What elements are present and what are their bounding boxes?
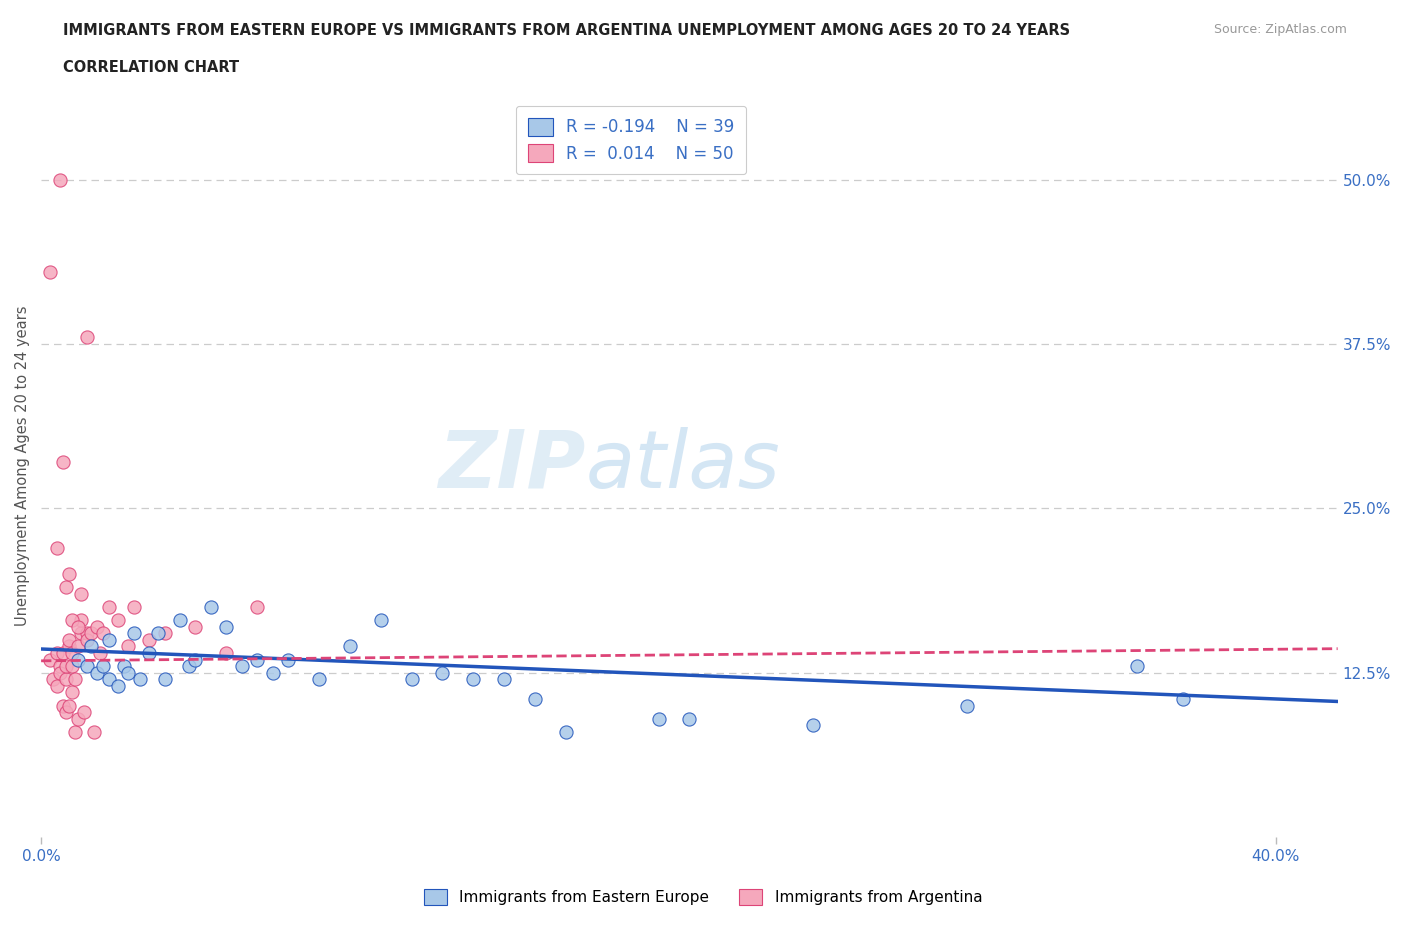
Point [58, 698, 80, 713]
Point [215, 619, 238, 634]
Point [52, 455, 75, 470]
Point [45, 645, 67, 660]
Point [91, 658, 114, 673]
Point [76, 632, 98, 647]
Text: IMMIGRANTS FROM EASTERN EUROPE VS IMMIGRANTS FROM ARGENTINA UNEMPLOYMENT AMONG A: IMMIGRANTS FROM EASTERN EUROPE VS IMMIGR… [63, 23, 1070, 38]
Point [91, 626, 114, 641]
Point [98, 671, 121, 686]
Point [647, 711, 669, 726]
Legend: Immigrants from Eastern Europe, Immigrants from Argentina: Immigrants from Eastern Europe, Immigran… [418, 883, 988, 911]
Point [70, 613, 93, 628]
Point [39, 264, 62, 279]
Point [98, 632, 121, 647]
Point [86, 619, 108, 634]
Point [339, 639, 361, 654]
Point [63, 724, 86, 739]
Point [67, 639, 90, 654]
Point [432, 665, 454, 680]
Point [153, 626, 176, 641]
Point [184, 619, 207, 634]
Point [76, 626, 98, 641]
Point [60, 613, 83, 628]
Point [128, 671, 150, 686]
Point [63, 671, 86, 686]
Point [79, 639, 101, 654]
Point [138, 645, 160, 660]
Point [370, 613, 392, 628]
Point [76, 658, 98, 673]
Point [70, 626, 93, 641]
Point [1173, 692, 1195, 707]
Y-axis label: Unemployment Among Ages 20 to 24 years: Unemployment Among Ages 20 to 24 years [15, 305, 30, 626]
Text: CORRELATION CHART: CORRELATION CHART [63, 60, 239, 75]
Point [67, 619, 90, 634]
Point [138, 632, 160, 647]
Point [246, 652, 269, 667]
Point [107, 678, 129, 693]
Point [308, 671, 330, 686]
Point [179, 658, 201, 673]
Point [55, 671, 77, 686]
Point [117, 665, 139, 680]
Point [246, 600, 269, 615]
Point [122, 626, 145, 641]
Text: Source: ZipAtlas.com: Source: ZipAtlas.com [1213, 23, 1347, 36]
Point [98, 600, 121, 615]
Point [48, 172, 70, 187]
Point [67, 652, 90, 667]
Legend: R = -0.194    N = 39, R =  0.014    N = 50: R = -0.194 N = 39, R = 0.014 N = 50 [516, 106, 747, 174]
Point [801, 718, 824, 733]
Point [70, 586, 93, 601]
Point [48, 658, 70, 673]
Text: atlas: atlas [586, 427, 780, 505]
Point [401, 671, 423, 686]
Point [67, 711, 90, 726]
Point [169, 613, 191, 628]
Point [1126, 658, 1149, 673]
Point [277, 652, 299, 667]
Point [60, 685, 83, 700]
Point [45, 540, 67, 555]
Point [52, 698, 75, 713]
Point [678, 711, 700, 726]
Point [122, 600, 145, 615]
Point [48, 665, 70, 680]
Point [148, 626, 170, 641]
Point [55, 705, 77, 720]
Point [117, 639, 139, 654]
Point [262, 665, 284, 680]
Point [956, 698, 979, 713]
Point [76, 330, 98, 345]
Point [58, 639, 80, 654]
Point [60, 658, 83, 673]
Point [200, 600, 222, 615]
Point [79, 626, 101, 641]
Point [42, 671, 65, 686]
Point [52, 645, 75, 660]
Point [55, 658, 77, 673]
Point [55, 579, 77, 594]
Point [114, 658, 136, 673]
Point [58, 632, 80, 647]
Point [107, 613, 129, 628]
Point [554, 724, 576, 739]
Point [86, 665, 108, 680]
Point [45, 678, 67, 693]
Point [60, 645, 83, 660]
Point [153, 671, 176, 686]
Point [463, 671, 485, 686]
Point [89, 645, 111, 660]
Text: ZIP: ZIP [439, 427, 586, 505]
Point [39, 652, 62, 667]
Point [73, 705, 96, 720]
Point [215, 645, 238, 660]
Point [58, 566, 80, 581]
Point [494, 671, 516, 686]
Point [524, 692, 547, 707]
Point [83, 724, 105, 739]
Point [231, 658, 253, 673]
Point [184, 652, 207, 667]
